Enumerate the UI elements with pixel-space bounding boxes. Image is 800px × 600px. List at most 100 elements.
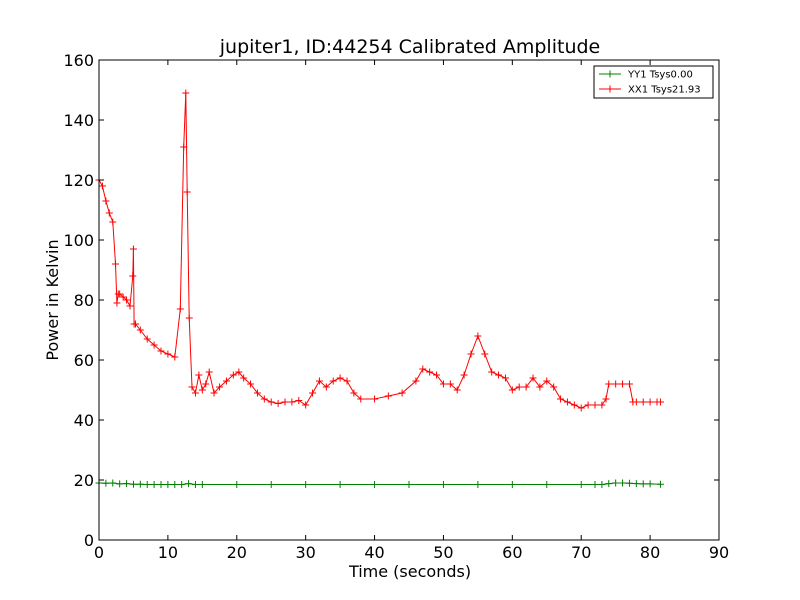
data-point-marker — [105, 209, 113, 217]
data-point-marker — [116, 480, 124, 488]
x-tick-label: 0 — [94, 543, 104, 562]
data-point-marker — [171, 353, 179, 361]
data-point-marker — [109, 218, 117, 226]
x-tick-label: 10 — [158, 543, 178, 562]
data-point-marker — [176, 305, 184, 313]
data-point-marker — [625, 380, 633, 388]
data-point-marker — [240, 374, 248, 382]
data-point-marker — [563, 398, 571, 406]
data-point-marker — [656, 480, 664, 488]
x-tick-label: 20 — [227, 543, 247, 562]
plot-frame — [98, 59, 720, 541]
data-point-marker — [522, 383, 530, 391]
data-point-marker — [501, 374, 509, 382]
data-point-marker — [267, 398, 275, 406]
data-point-marker — [453, 386, 461, 394]
data-point-marker — [612, 479, 620, 487]
data-point-marker — [598, 481, 606, 488]
data-point-marker — [235, 368, 243, 376]
x-tick-label: 40 — [364, 543, 384, 562]
data-point-marker — [570, 401, 578, 409]
data-point-marker — [460, 371, 468, 379]
data-point-marker — [584, 401, 592, 409]
data-point-marker — [591, 481, 599, 488]
y-tick-label: 60 — [74, 351, 94, 370]
legend: YY1 Tsys0.00 XX1 Tsys21.93 — [593, 65, 714, 99]
data-point-marker — [191, 481, 199, 488]
data-point-marker — [185, 480, 193, 488]
data-point-marker — [384, 392, 392, 400]
data-point-marker — [632, 398, 640, 406]
y-tick-label: 80 — [74, 291, 94, 310]
legend-entry-label: XX1 Tsys21.93 — [628, 85, 701, 96]
series-1 — [95, 479, 664, 488]
data-point-marker — [136, 480, 144, 488]
data-point-marker — [515, 383, 523, 391]
legend-swatch-marker — [606, 70, 614, 78]
data-point-marker — [143, 481, 151, 488]
y-tick-label: 100 — [63, 231, 94, 250]
data-point-marker — [474, 481, 482, 488]
data-point-marker — [129, 272, 137, 280]
data-point-marker — [309, 389, 317, 397]
data-point-marker — [543, 377, 551, 385]
x-tick-label: 30 — [295, 543, 315, 562]
y-tick-label: 140 — [63, 111, 94, 130]
data-point-marker — [202, 380, 210, 388]
data-point-marker — [646, 398, 654, 406]
data-point-marker — [123, 296, 131, 304]
data-point-marker — [164, 481, 172, 488]
legend-box — [593, 65, 714, 99]
data-point-marker — [150, 341, 158, 349]
data-point-marker — [336, 481, 344, 488]
y-tick-label: 40 — [74, 411, 94, 430]
data-point-marker — [205, 368, 213, 376]
data-point-marker — [295, 397, 303, 404]
data-point-marker — [112, 260, 120, 268]
data-point-marker — [602, 395, 610, 403]
data-point-marker — [495, 371, 503, 379]
data-point-marker — [336, 374, 344, 382]
data-point-marker — [113, 299, 121, 307]
x-tick-label: 70 — [571, 543, 591, 562]
data-point-marker — [467, 350, 475, 358]
data-point-marker — [302, 401, 310, 409]
data-point-marker — [350, 389, 358, 397]
data-point-marker — [123, 480, 131, 488]
data-point-marker — [632, 480, 640, 488]
data-point-marker — [274, 400, 282, 407]
data-point-marker — [343, 377, 351, 385]
data-point-marker — [198, 481, 206, 488]
data-point-marker — [136, 326, 144, 334]
data-point-marker — [419, 365, 427, 373]
data-point-marker — [185, 314, 193, 322]
data-point-marker — [129, 245, 137, 253]
data-point-marker — [577, 481, 585, 488]
data-point-marker — [322, 383, 330, 391]
x-tick-label: 60 — [502, 543, 522, 562]
data-point-marker — [129, 480, 137, 488]
data-point-marker — [109, 479, 117, 487]
x-tick-label: 80 — [640, 543, 660, 562]
data-point-marker — [405, 481, 413, 488]
data-point-marker — [315, 377, 323, 385]
data-point-marker — [646, 480, 654, 488]
data-point-marker — [639, 480, 647, 488]
data-point-marker — [180, 143, 188, 151]
data-point-marker — [126, 302, 134, 310]
data-point-marker — [612, 380, 620, 388]
x-tick-label: 50 — [433, 543, 453, 562]
data-point-marker — [371, 395, 379, 403]
data-point-marker — [229, 371, 237, 379]
x-axis-label: Time (seconds) — [348, 562, 471, 581]
data-point-marker — [119, 293, 127, 301]
data-point-marker — [183, 188, 191, 196]
data-point-marker — [195, 371, 203, 379]
data-point-marker — [605, 380, 613, 388]
data-point-marker — [619, 479, 627, 487]
data-point-marker — [488, 368, 496, 376]
x-tick-label: 90 — [709, 543, 729, 562]
data-point-marker — [260, 395, 268, 403]
data-point-marker — [481, 350, 489, 358]
data-point-marker — [508, 386, 516, 394]
